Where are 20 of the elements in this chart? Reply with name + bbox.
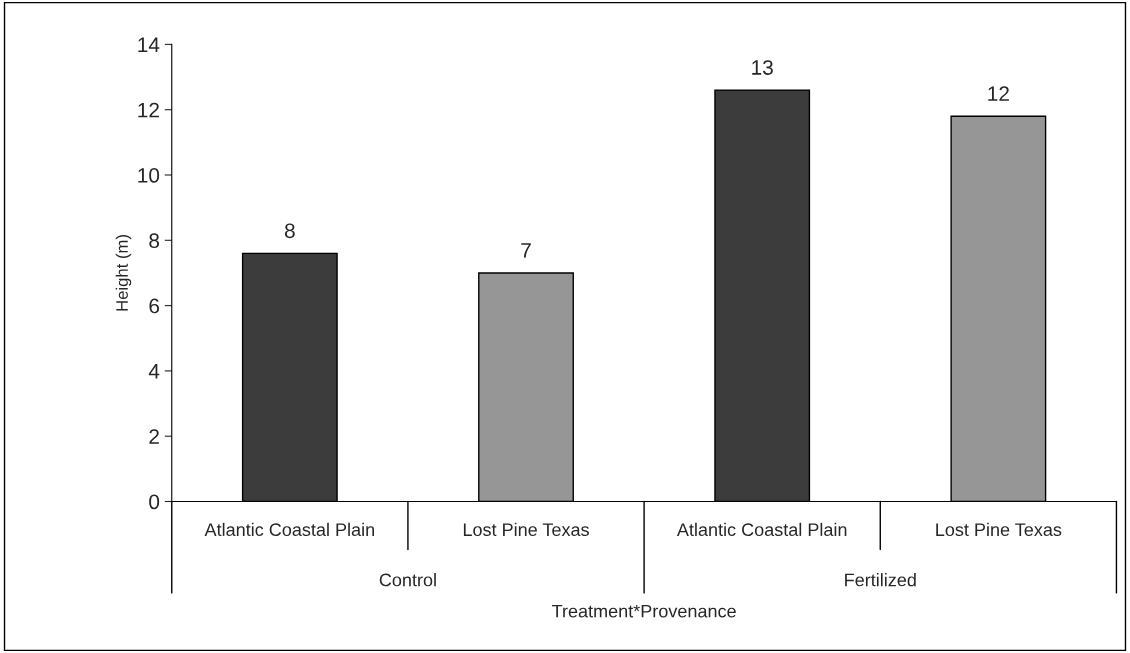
x-axis-title: Treatment*Provenance [552,604,736,618]
data-label: 13 [752,60,773,75]
y-tick-label: 2 [149,429,159,444]
y-tick-label: 0 [149,494,160,510]
y-tick-label: 10 [138,168,160,183]
text: Fertilized [845,573,916,587]
x-tick-label: Lost Pine Texas [463,522,589,537]
x-tick-label: Atlantic Coastal Plain [676,522,847,537]
y-tick-label: 12 [138,102,159,118]
data-label: 8 [284,223,295,239]
y-tick-label: 14 [138,37,160,52]
y-tick-label: 6 [149,298,160,314]
text: Control [379,573,436,587]
data-label: 7 [521,243,531,258]
y-axis-title: Height (m) [115,235,132,311]
y-tick-label: 8 [149,233,160,249]
x-tick-label: Lost Pine Texas [936,522,1062,537]
data-label: 12 [988,86,1009,101]
x-tick-label: Atlantic Coastal Plain [204,522,374,537]
y-tick-label: 4 [148,364,160,379]
